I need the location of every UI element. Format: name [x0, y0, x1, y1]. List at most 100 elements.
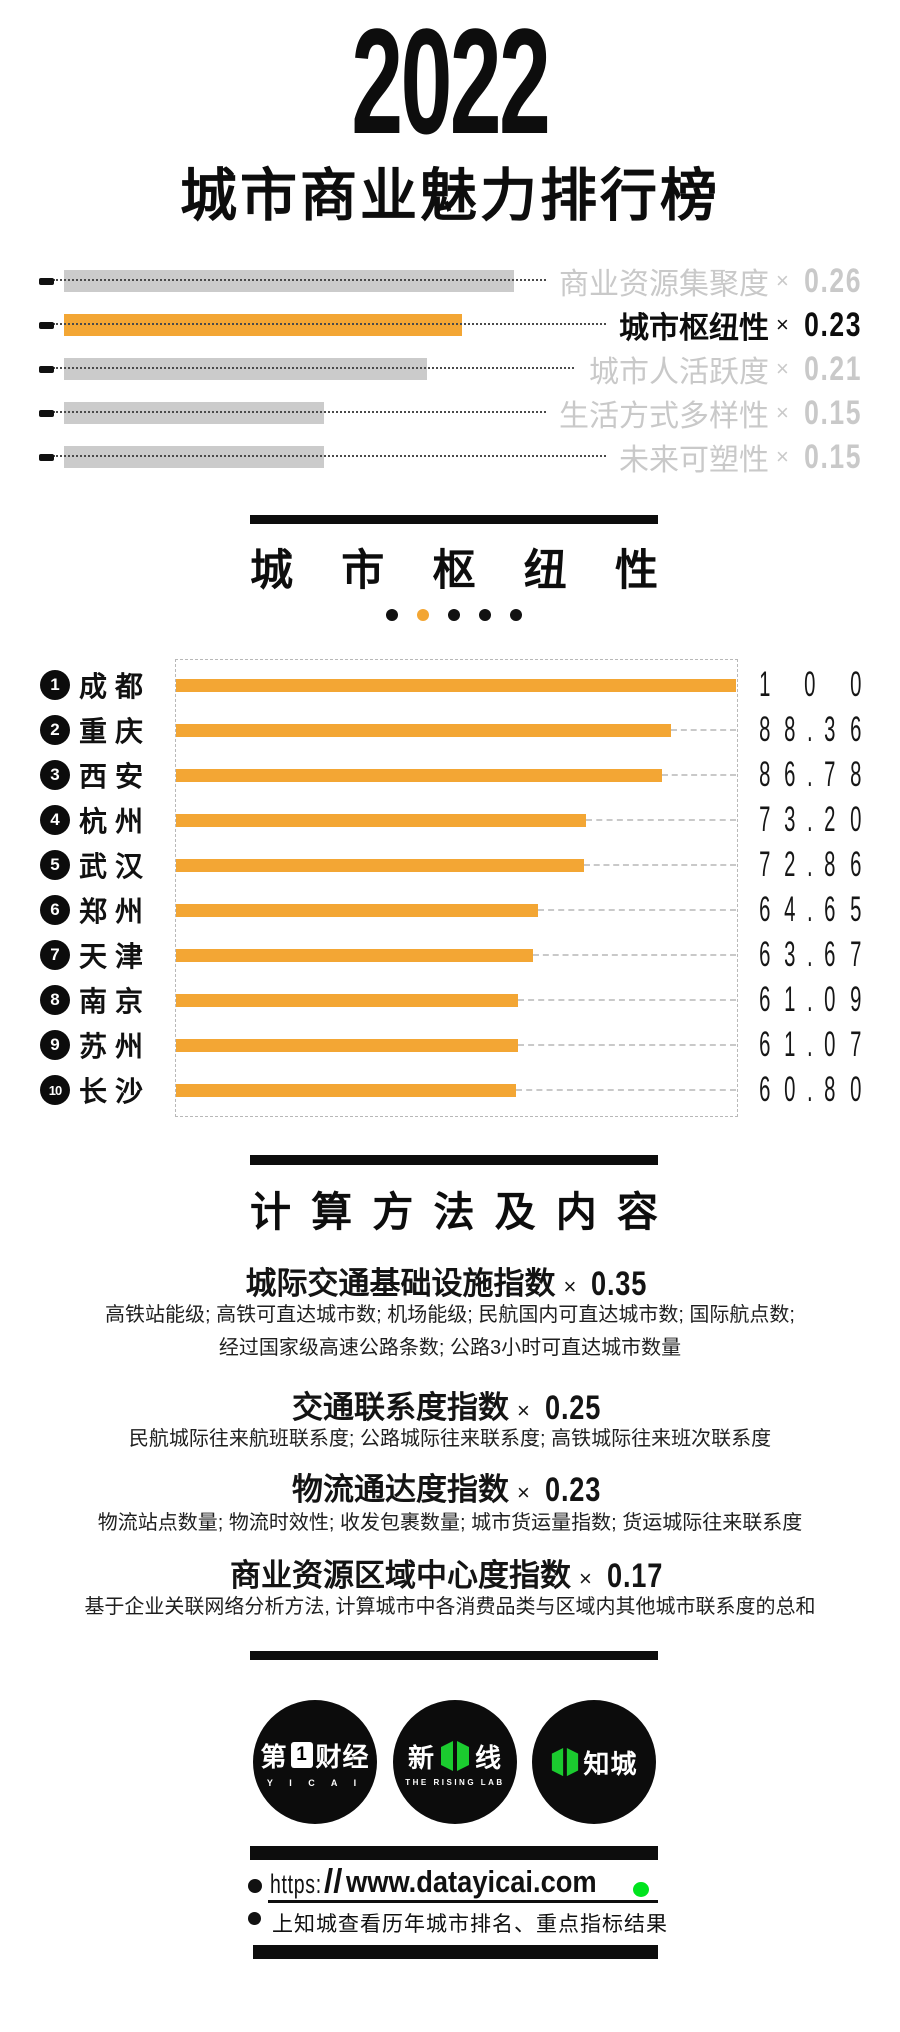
score-digit: 0: [824, 980, 836, 1019]
calc-index-heading: 交通联系度指数 × 0.25: [0, 1382, 900, 1428]
divider-bar: [250, 515, 658, 524]
calc-index-description: 民航城际往来航班联系度; 公路城际往来联系度; 高铁城际往来班次联系度: [60, 1423, 840, 1456]
leader-dashes: [662, 774, 736, 776]
calc-index-heading: 城际交通基础设施指数 × 0.35: [0, 1258, 900, 1304]
score-digit: 8: [759, 755, 771, 794]
calc-index-description: 高铁站能级; 高铁可直达城市数; 机场能级; 民航国内可直达城市数; 国际航点数…: [60, 1299, 840, 1365]
page-dot-0[interactable]: [386, 609, 398, 621]
score-digit: .: [807, 980, 813, 1019]
score-digit: .: [807, 890, 813, 929]
weight-name: 生活方式多样性: [558, 400, 769, 433]
score-digit: 6: [849, 845, 861, 884]
score-digit: 0: [849, 800, 861, 839]
leader-dashes: [518, 1044, 736, 1046]
weight-row-商业资源集聚度: 商业资源集聚度 × 0.26: [0, 259, 900, 303]
city-name: 郑州: [79, 896, 152, 927]
calc-index-description: 基于企业关联网络分析方法, 计算城市中各消费品类与区域内其他城市联系度的总和: [60, 1591, 840, 1624]
score-digit: 6: [784, 755, 796, 794]
score-digit: 6: [759, 1025, 771, 1064]
score-digit: .: [807, 845, 813, 884]
score-digit: 3: [784, 800, 796, 839]
calc-description-line: 物流站点数量; 物流时效性; 收发包裹数量; 城市货运量指数; 货运城际往来联系…: [97, 1512, 803, 1534]
rank-badge: 7: [40, 940, 70, 970]
chart-row-成都: 1 成都 1 0 0: [0, 663, 900, 707]
chart-row-重庆: 2 重庆 8 8. 3 6: [0, 708, 900, 752]
score-digit: 1: [784, 980, 796, 1019]
url-slashes: //: [324, 1862, 343, 1899]
score-digit: 6: [849, 710, 861, 749]
website-link[interactable]: https: // www.datayicai.com: [270, 1862, 631, 1900]
calc-index-heading: 物流通达度指数 × 0.23: [0, 1464, 900, 1510]
logo-zhicheng: 知城: [532, 1700, 656, 1824]
page-dot-4[interactable]: [510, 609, 522, 621]
rising-lab-mark-icon: [441, 1741, 469, 1771]
url-domain: www.datayicai.com: [346, 1864, 598, 1899]
weight-name: 商业资源集聚度: [558, 268, 769, 301]
chart-row-西安: 3 西安 8 6. 7 8: [0, 753, 900, 797]
section-title-calc: 计算方法及内容: [250, 1178, 658, 1238]
calc-index-weight: 0.23: [544, 1471, 601, 1509]
page-dot-1[interactable]: [417, 609, 429, 621]
logo-rising-lab-subtext: THE RISING LAB: [405, 1777, 505, 1787]
page-dot-2[interactable]: [448, 609, 460, 621]
heading-char: 城: [250, 547, 293, 595]
score-digit: 3: [824, 710, 836, 749]
logo-rising-lab-char-left: 新: [407, 1742, 435, 1773]
url-underline: [268, 1900, 658, 1903]
page-dot-3[interactable]: [479, 609, 491, 621]
zhicheng-mark-icon: [552, 1747, 579, 1777]
score-digit: 7: [759, 800, 771, 839]
score-digit: 4: [784, 890, 796, 929]
weight-value: 0.15: [803, 437, 862, 476]
leader-dashes: [538, 909, 736, 911]
heading-char: 方: [372, 1189, 414, 1235]
chart-row-杭州: 4 杭州 7 3. 2 0: [0, 798, 900, 842]
divider-bar: [250, 1846, 658, 1860]
score-digit: 9: [849, 980, 861, 1019]
leader-dashes: [671, 729, 736, 731]
weight-bar: [64, 314, 462, 336]
multiply-sign: ×: [516, 1480, 530, 1505]
calc-description-line: 经过国家级高速公路条数; 公路3小时可直达城市数量: [218, 1337, 682, 1359]
score-digit: .: [807, 710, 813, 749]
score-bar: [176, 859, 584, 872]
calc-description-line: 基于企业关联网络分析方法, 计算城市中各消费品类与区域内其他城市联系度的总和: [84, 1596, 816, 1618]
multiply-sign: ×: [775, 356, 789, 381]
weight-bar: [64, 446, 324, 468]
logo-rising-lab: 新 线 THE RISING LAB: [393, 1700, 517, 1824]
title-year-text: 2022: [351, 0, 551, 165]
score-digit: 0: [784, 1070, 796, 1109]
bullet-icon: [248, 1879, 262, 1893]
rank-badge: 2: [40, 715, 70, 745]
score-digit: 7: [849, 935, 861, 974]
score-digit: 1: [759, 665, 771, 704]
tick-dash-icon: [39, 454, 54, 461]
tick-dash-icon: [39, 322, 54, 329]
heading-char: 容: [616, 1189, 658, 1235]
score-digit: 0: [804, 665, 816, 704]
logo-yicai-one-icon: 1: [290, 1742, 313, 1768]
logo-zhicheng-wordmark: 知城: [550, 1744, 637, 1781]
calc-index-weight: 0.17: [606, 1557, 663, 1595]
score-digit: 6: [759, 1070, 771, 1109]
score-digit: 2: [824, 800, 836, 839]
heading-char: 法: [433, 1189, 475, 1235]
chart-row-郑州: 6 郑州 6 4. 6 5: [0, 888, 900, 932]
dotted-leader: [53, 455, 870, 457]
logo-yicai-char-right: 财经: [315, 1741, 370, 1772]
dotted-leader: [53, 411, 870, 413]
page-dots[interactable]: [386, 609, 522, 621]
logo-rising-lab-char-right: 线: [475, 1742, 503, 1773]
leader-dashes: [584, 864, 736, 866]
score-digit: .: [807, 935, 813, 974]
multiply-sign: ×: [563, 1274, 577, 1299]
score-digit: 8: [784, 710, 796, 749]
dotted-leader: [53, 323, 870, 325]
rank-badge: 6: [40, 895, 70, 925]
score-digit: 6: [759, 980, 771, 1019]
